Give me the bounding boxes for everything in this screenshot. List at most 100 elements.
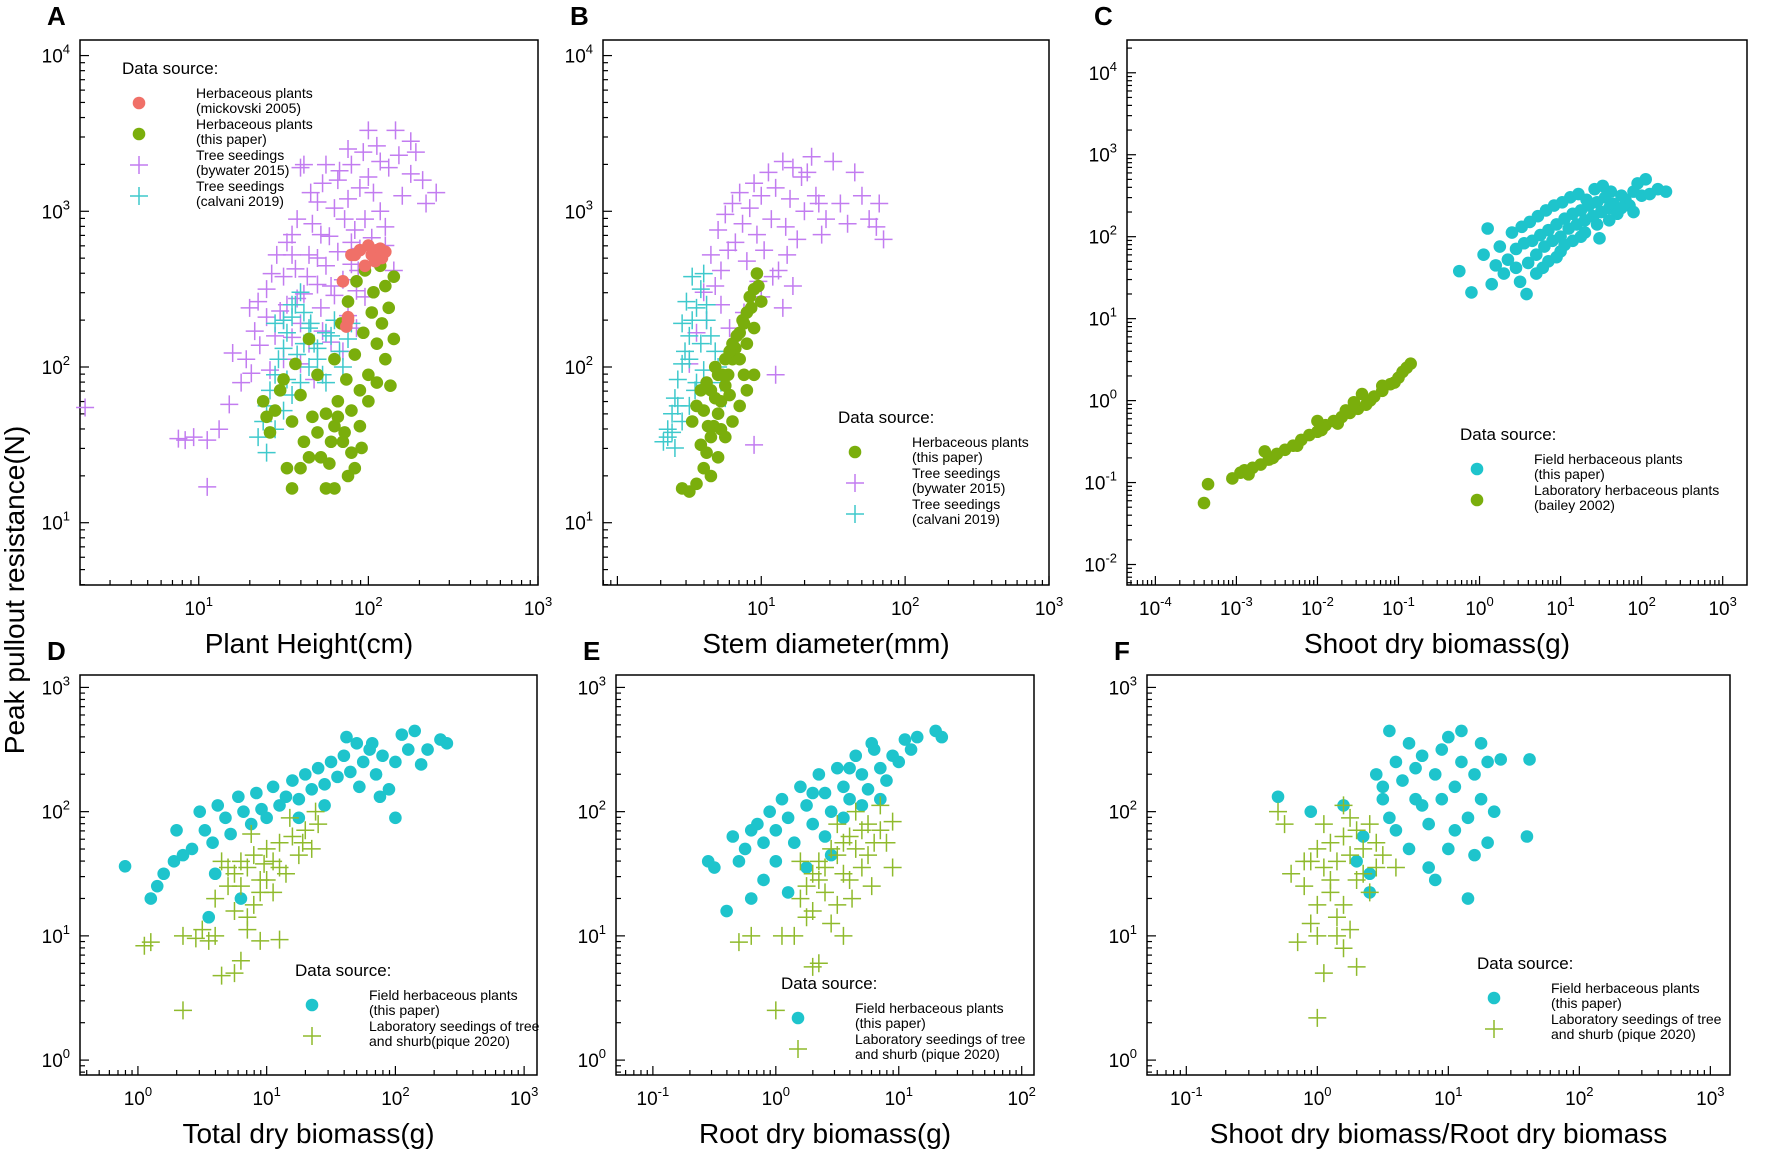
- plot-frame: [615, 674, 1035, 1076]
- data-point-circle: [1523, 753, 1536, 766]
- data-point-plus: [238, 858, 257, 877]
- data-point-plus: [339, 329, 358, 348]
- data-point-plus: [694, 264, 713, 283]
- y-tick-label: 104: [1089, 59, 1117, 85]
- data-point-plus: [1314, 815, 1333, 834]
- data-point-circle: [340, 730, 353, 744]
- data-point-circle: [708, 360, 722, 374]
- data-point-circle: [345, 446, 358, 459]
- data-point-plus: [711, 261, 730, 280]
- data-point-circle: [1442, 730, 1455, 744]
- legend-entry-line2: (calvani 2019): [912, 511, 1000, 527]
- data-point-plus: [773, 298, 792, 317]
- panel-letter: E: [583, 636, 600, 666]
- y-tick-label-exponent: 1: [63, 922, 70, 937]
- panel-letter: A: [47, 1, 66, 31]
- data-point-plus: [313, 322, 332, 341]
- data-point-plus: [173, 1001, 192, 1020]
- data-point-circle: [711, 407, 725, 421]
- y-tick-label: 103: [42, 673, 70, 699]
- legend-entry-line1: Tree seedings: [912, 465, 1000, 481]
- x-tick-label-base: 10: [1465, 599, 1486, 620]
- data-point-circle: [319, 407, 333, 421]
- x-tick-label-base: 10: [747, 599, 768, 620]
- data-point-plus: [687, 323, 706, 342]
- series-field-herbaceous-plants-this-paper-: [1452, 173, 1673, 301]
- data-point-plus: [300, 245, 318, 264]
- legend-entry-line2: (this paper): [855, 1015, 926, 1031]
- x-tick-label-base: 10: [885, 1089, 906, 1110]
- data-point-circle: [726, 337, 739, 350]
- legend-entry-line1: Tree seedings: [196, 178, 284, 194]
- data-point-plus: [242, 364, 261, 383]
- data-point-circle: [1415, 799, 1429, 812]
- data-point-circle: [311, 368, 324, 382]
- y-tick-label-base: 10: [1084, 474, 1105, 495]
- data-point-plus: [308, 275, 327, 294]
- data-point-plus: [1327, 908, 1346, 927]
- y-tick-label-exponent: 2: [63, 353, 70, 368]
- legend-entry-line1: Tree seedings: [196, 147, 284, 163]
- data-point-circle: [694, 384, 708, 397]
- data-point-plus: [1386, 858, 1405, 877]
- data-point-plus: [219, 858, 238, 877]
- legend-entry-line2: (this paper): [1551, 995, 1622, 1011]
- data-point-circle: [206, 836, 219, 850]
- data-point-circle: [324, 435, 338, 449]
- x-tick-label-base: 10: [1035, 599, 1056, 620]
- data-point-plus: [859, 815, 878, 834]
- data-point-plus: [274, 311, 293, 330]
- data-point-plus: [1341, 808, 1360, 827]
- x-tick-label-exponent: 2: [1029, 1084, 1036, 1099]
- panel-letter: C: [1094, 1, 1113, 31]
- data-point-circle: [1455, 724, 1468, 738]
- data-point-circle: [294, 388, 307, 402]
- y-tick-label-base: 10: [1089, 64, 1110, 85]
- data-point-circle: [1339, 404, 1353, 417]
- data-point-plus: [1288, 933, 1307, 952]
- data-point-plus: [322, 326, 341, 345]
- data-point-circle: [904, 743, 918, 756]
- y-tick-label: 101: [42, 509, 70, 535]
- data-point-plus: [816, 858, 834, 877]
- legend-entry-line1: Field herbaceous plants: [855, 1000, 1004, 1016]
- data-point-plus: [843, 889, 862, 908]
- x-tick-label-base: 10: [510, 1089, 531, 1110]
- data-point-plus: [729, 933, 748, 952]
- data-point-circle: [353, 419, 367, 433]
- data-point-plus: [668, 396, 687, 415]
- data-point-plus: [267, 245, 286, 264]
- x-tick-label: 103: [524, 594, 552, 620]
- x-tick-label: 100: [762, 1084, 790, 1110]
- data-point-plus: [673, 354, 692, 373]
- y-tick-label-base: 10: [42, 47, 63, 68]
- data-point-circle: [234, 892, 248, 905]
- data-point-circle: [338, 426, 351, 439]
- data-point-plus: [1360, 883, 1379, 902]
- data-point-circle: [340, 373, 353, 386]
- y-tick-label-exponent: -1: [1105, 469, 1117, 484]
- legend-entry-line1: Laboratory herbaceous plants: [1534, 482, 1719, 498]
- x-tick-label-exponent: 3: [531, 1084, 538, 1099]
- data-point-circle: [737, 317, 751, 330]
- data-point-plus: [266, 314, 285, 333]
- data-point-plus: [359, 121, 378, 140]
- data-point-plus: [328, 171, 347, 190]
- data-point-circle: [744, 301, 758, 315]
- data-point-plus: [740, 199, 759, 218]
- y-tick-label: 103: [1089, 141, 1117, 167]
- data-point-circle: [837, 811, 850, 825]
- data-point-circle: [401, 743, 415, 756]
- data-point-circle: [1258, 445, 1272, 458]
- data-point-plus: [862, 877, 881, 896]
- data-point-circle: [800, 799, 813, 812]
- series-field-herbaceous-plants-this-paper-: [1271, 724, 1536, 905]
- data-point-plus: [333, 358, 352, 376]
- data-point-plus: [274, 339, 293, 358]
- data-point-circle: [824, 805, 838, 818]
- data-point-circle: [718, 352, 732, 366]
- data-point-circle: [738, 842, 752, 856]
- data-point-plus: [697, 311, 716, 330]
- data-point-circle: [273, 799, 286, 812]
